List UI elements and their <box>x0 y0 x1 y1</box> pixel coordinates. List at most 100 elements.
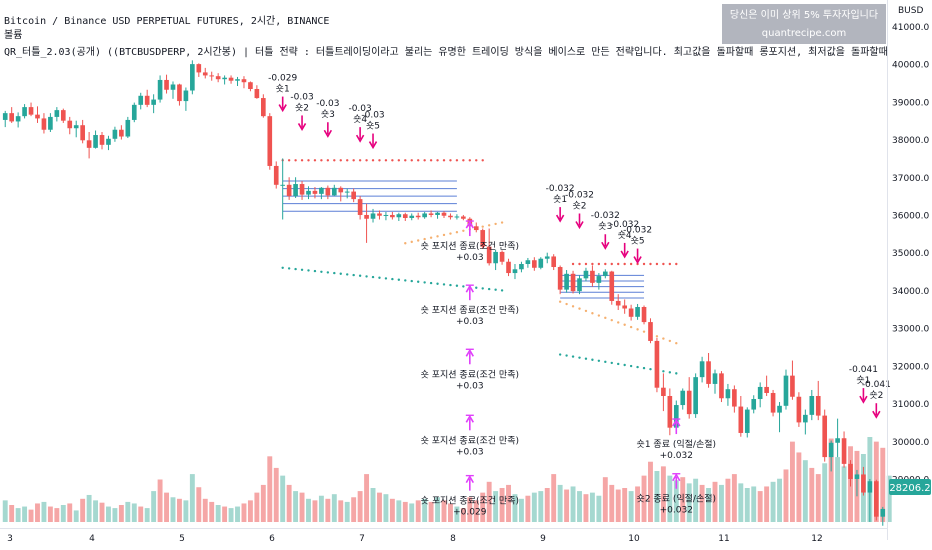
candle[interactable] <box>157 75 163 103</box>
candle[interactable] <box>383 211 389 221</box>
candle[interactable] <box>254 85 260 99</box>
candle[interactable] <box>532 257 537 271</box>
candle[interactable] <box>125 116 131 139</box>
candle[interactable] <box>499 250 505 265</box>
candle[interactable] <box>473 222 479 233</box>
candle[interactable] <box>486 228 492 266</box>
volume-indicator-title[interactable]: 볼륨 <box>4 30 23 41</box>
candle[interactable] <box>628 304 634 321</box>
candle[interactable] <box>764 375 769 396</box>
candle[interactable] <box>667 388 673 436</box>
candle[interactable] <box>273 161 279 189</box>
candle[interactable] <box>2 110 8 128</box>
candle[interactable] <box>209 71 215 81</box>
candle[interactable] <box>331 184 337 197</box>
candle[interactable] <box>719 371 724 403</box>
candle[interactable] <box>60 108 66 123</box>
candle[interactable] <box>73 120 79 138</box>
candle[interactable] <box>577 275 582 295</box>
candle[interactable] <box>9 107 15 123</box>
candle[interactable] <box>815 380 821 421</box>
candle[interactable] <box>835 418 840 458</box>
candle[interactable] <box>848 460 853 487</box>
candle[interactable] <box>422 211 427 219</box>
candle[interactable] <box>293 177 298 198</box>
candle[interactable] <box>357 196 363 220</box>
candle[interactable] <box>280 158 286 220</box>
strategy-title[interactable]: QR_터틀_2.03(공개) ((BTCBUSDPERP, 2시간봉) | 터틀… <box>4 47 888 58</box>
candle[interactable] <box>738 396 744 437</box>
candle[interactable] <box>480 228 486 249</box>
candle[interactable] <box>512 264 518 280</box>
candle[interactable] <box>641 305 647 325</box>
candle[interactable] <box>319 187 324 200</box>
candle[interactable] <box>106 135 111 151</box>
candle[interactable] <box>519 261 524 273</box>
candle[interactable] <box>732 385 737 413</box>
candle[interactable] <box>286 177 292 200</box>
down-arrow-icon[interactable] <box>555 207 565 223</box>
up-arrow-icon[interactable] <box>465 414 475 431</box>
candle[interactable] <box>170 81 176 99</box>
candle[interactable] <box>390 211 395 220</box>
down-arrow-icon[interactable] <box>620 242 629 259</box>
candle[interactable] <box>699 356 705 383</box>
candle[interactable] <box>493 249 498 271</box>
candle[interactable] <box>744 407 750 438</box>
candle[interactable] <box>635 303 640 320</box>
candle[interactable] <box>370 208 376 223</box>
candle[interactable] <box>796 392 802 427</box>
candle[interactable] <box>712 369 718 394</box>
candle[interactable] <box>757 382 763 408</box>
candle[interactable] <box>602 269 608 279</box>
candle[interactable] <box>551 254 557 271</box>
candle[interactable] <box>202 67 208 79</box>
candle[interactable] <box>299 181 305 200</box>
candle[interactable] <box>396 212 402 222</box>
candle[interactable] <box>557 265 563 295</box>
candle[interactable] <box>822 409 828 462</box>
candle[interactable] <box>338 186 344 202</box>
symbol-title[interactable]: Bitcoin / Binance USD PERPETUAL FUTURES,… <box>4 16 330 27</box>
candle[interactable] <box>790 360 795 400</box>
candle[interactable] <box>661 373 666 412</box>
time-axis[interactable]: 3 4 5 6 7 8 9 10 11 12 <box>0 528 887 545</box>
candle[interactable] <box>680 388 686 410</box>
candle[interactable] <box>448 213 453 220</box>
candle[interactable] <box>564 270 569 293</box>
candle[interactable] <box>241 76 247 89</box>
candle[interactable] <box>93 130 98 149</box>
candle[interactable] <box>861 466 866 496</box>
candle[interactable] <box>222 75 227 85</box>
candle[interactable] <box>67 116 73 135</box>
down-arrow-icon[interactable] <box>872 403 881 419</box>
candle[interactable] <box>854 469 860 497</box>
down-arrow-icon[interactable] <box>297 115 307 132</box>
candle[interactable] <box>54 107 60 122</box>
down-arrow-icon[interactable] <box>323 122 333 138</box>
candle[interactable] <box>119 125 124 140</box>
candle[interactable] <box>428 210 434 218</box>
candle[interactable] <box>267 113 273 170</box>
candle[interactable] <box>783 369 789 410</box>
candle[interactable] <box>99 132 105 150</box>
candle[interactable] <box>570 270 576 294</box>
candle[interactable] <box>402 212 408 222</box>
candle[interactable] <box>615 294 621 311</box>
candle[interactable] <box>590 265 595 287</box>
candle[interactable] <box>751 395 757 414</box>
candle[interactable] <box>809 389 815 421</box>
candle[interactable] <box>693 373 698 418</box>
up-arrow-icon[interactable] <box>465 348 475 365</box>
candle[interactable] <box>609 270 615 305</box>
candle[interactable] <box>841 431 847 468</box>
candle[interactable] <box>544 252 550 264</box>
candle[interactable] <box>131 102 137 123</box>
down-arrow-icon[interactable] <box>355 127 365 143</box>
down-arrow-icon[interactable] <box>633 248 642 265</box>
candle[interactable] <box>80 119 85 144</box>
candle[interactable] <box>725 383 731 406</box>
candle[interactable] <box>461 214 466 221</box>
candle[interactable] <box>144 89 150 108</box>
down-arrow-icon[interactable] <box>278 96 287 113</box>
